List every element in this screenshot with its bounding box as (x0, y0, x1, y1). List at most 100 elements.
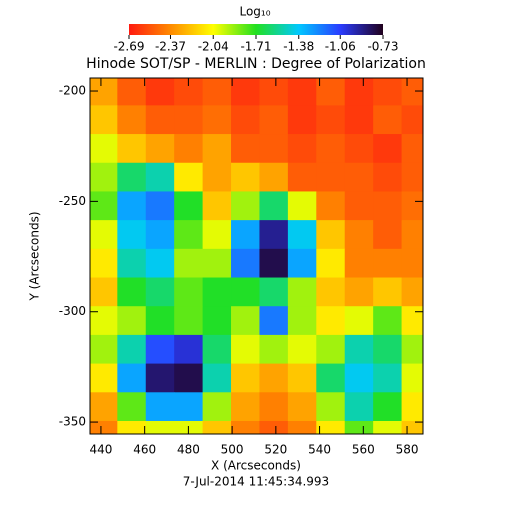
heat-cell (373, 105, 403, 135)
heat-cell (344, 420, 374, 434)
heat-cell (401, 334, 423, 365)
heat-cell (90, 363, 118, 393)
heat-cell (202, 306, 232, 336)
heat-cell (316, 105, 346, 135)
heat-cell (231, 191, 260, 221)
plot-frame (89, 77, 424, 435)
heat-cell (90, 220, 118, 250)
heat-cell (259, 134, 289, 164)
heat-cell (316, 162, 346, 192)
heatmap (90, 78, 423, 434)
heat-cell (259, 420, 289, 434)
y-tick-label: -350 (59, 415, 86, 429)
heat-cell (117, 191, 147, 221)
heat-cell (401, 220, 423, 250)
heat-cell (117, 105, 147, 135)
heat-cell (259, 392, 289, 422)
heat-cell (373, 306, 403, 336)
heat-cell (231, 162, 260, 192)
heat-cell (117, 134, 147, 164)
heat-cell (373, 277, 403, 307)
heat-cell (316, 191, 346, 221)
heat-cell (145, 134, 175, 164)
footer-date: 7-Jul-2014 11:45:34.993 (183, 475, 329, 489)
colorbar-tick-label: -0.73 (367, 40, 398, 54)
heat-cell (401, 191, 423, 221)
x-tick-label: 540 (308, 443, 331, 457)
heat-cell (90, 248, 118, 279)
heat-cell (259, 363, 289, 393)
heat-cell (117, 420, 147, 434)
heat-cell (202, 105, 232, 135)
heat-cell (145, 277, 175, 307)
heat-cell (316, 248, 346, 279)
heat-cell (202, 334, 232, 365)
heat-cell (90, 78, 118, 106)
heat-cell (316, 134, 346, 164)
heat-cell (117, 306, 147, 336)
heat-cell (287, 363, 317, 393)
heat-cell (316, 78, 346, 106)
heat-cell (259, 78, 289, 106)
heat-cell (316, 277, 346, 307)
heat-cell (117, 162, 147, 192)
heat-cell (344, 191, 374, 221)
heat-cell (174, 248, 204, 279)
heat-cell (174, 134, 204, 164)
heat-cell (316, 334, 346, 365)
y-axis-label: Y (Arcseconds) (28, 211, 42, 301)
heat-cell (401, 162, 423, 192)
heat-cell (316, 363, 346, 393)
heat-cell (231, 248, 260, 279)
heat-cell (344, 277, 374, 307)
heat-cell (231, 78, 260, 106)
heat-cell (202, 248, 232, 279)
heat-cell (344, 220, 374, 250)
colorbar-title: Log₁₀ (239, 5, 270, 19)
colorbar-tick-label: -1.71 (240, 40, 271, 54)
heat-cell (259, 248, 289, 279)
heat-cell (117, 78, 147, 106)
heat-cell (344, 162, 374, 192)
heat-cell (90, 105, 118, 135)
colorbar-tick-label: -1.06 (325, 40, 356, 54)
colorbar-tick-label: -1.38 (283, 40, 314, 54)
x-tick-label: 580 (396, 443, 419, 457)
x-tick-label: 440 (89, 443, 112, 457)
heat-cell (344, 78, 374, 106)
y-tick-label: -200 (59, 84, 86, 98)
heat-cell (373, 363, 403, 393)
heat-cell (174, 162, 204, 192)
heat-cell (373, 392, 403, 422)
heat-cell (202, 363, 232, 393)
heat-cell (145, 334, 175, 365)
heat-cell (90, 306, 118, 336)
colorbar-tick-label: -2.69 (113, 40, 144, 54)
heat-cell (401, 134, 423, 164)
chart-title: Hinode SOT/SP - MERLIN : Degree of Polar… (86, 56, 426, 72)
x-tick-label: 480 (177, 443, 200, 457)
heat-cell (231, 420, 260, 434)
heat-cell (344, 134, 374, 164)
heat-cell (401, 392, 423, 422)
heat-cell (202, 134, 232, 164)
heat-cell (202, 420, 232, 434)
heat-cell (287, 191, 317, 221)
heat-cell (231, 105, 260, 135)
heat-cell (174, 392, 204, 422)
heat-cell (117, 248, 147, 279)
heat-cell (174, 334, 204, 365)
heat-cell (145, 363, 175, 393)
heat-cell (174, 220, 204, 250)
heat-cell (145, 392, 175, 422)
heat-cell (202, 162, 232, 192)
heat-cell (344, 392, 374, 422)
y-tick-label: -300 (59, 304, 86, 318)
heat-cell (287, 306, 317, 336)
heat-cell (401, 363, 423, 393)
heat-cell (231, 392, 260, 422)
heat-cell (316, 220, 346, 250)
heat-cell (401, 105, 423, 135)
heat-cell (174, 277, 204, 307)
heat-cell (145, 248, 175, 279)
